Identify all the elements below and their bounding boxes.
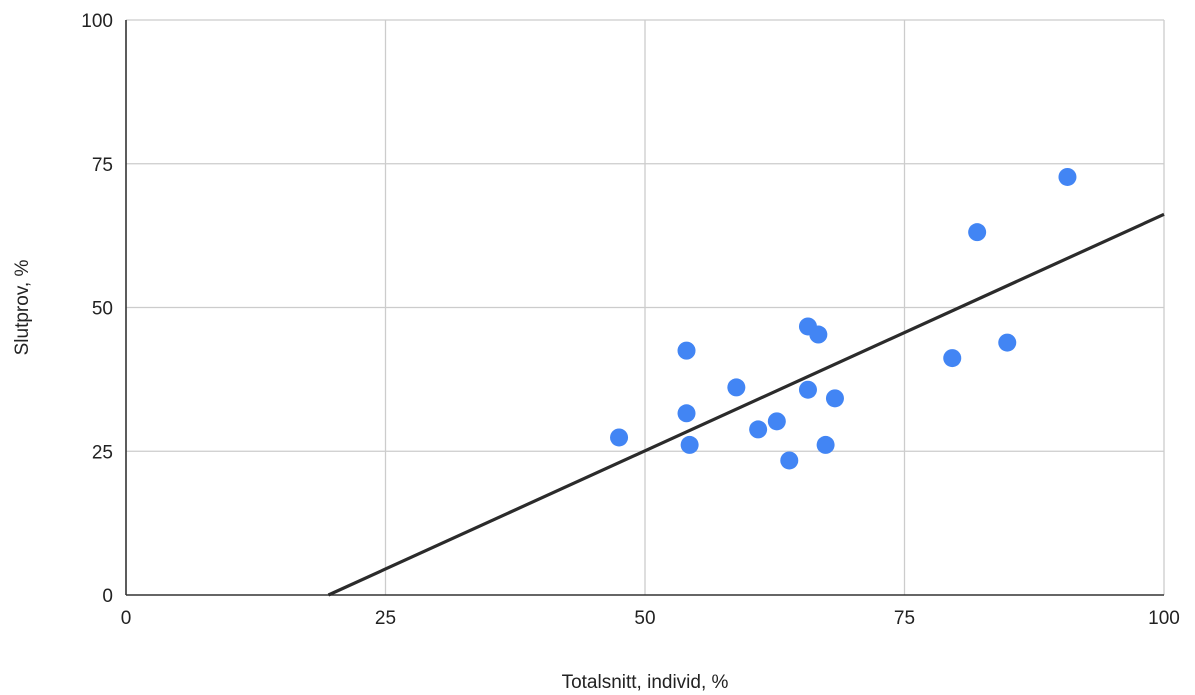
data-point: [680, 435, 699, 454]
data-point: [943, 349, 962, 368]
y-tick-label: 100: [81, 11, 113, 32]
data-point: [809, 325, 828, 344]
data-points: [610, 167, 1077, 470]
axes: [125, 20, 1164, 596]
y-tick-label: 50: [92, 299, 113, 320]
x-tick-label: 100: [1148, 608, 1180, 629]
data-point: [610, 428, 629, 447]
trendline-layer: [327, 212, 1165, 597]
x-axis-title: Totalsnitt, individ, %: [562, 672, 729, 693]
x-tick-label: 25: [375, 608, 396, 629]
trendline: [327, 212, 1165, 597]
x-tick-label: 50: [634, 608, 655, 629]
data-point: [968, 223, 987, 242]
y-axis-title: Slutprov, %: [12, 260, 33, 356]
data-point: [767, 412, 786, 431]
data-point: [677, 341, 696, 360]
data-point: [798, 380, 817, 399]
data-point: [780, 451, 799, 470]
y-tick-label: 75: [92, 155, 113, 176]
y-tick-label: 0: [102, 586, 113, 607]
data-point: [998, 333, 1017, 352]
data-point: [749, 420, 768, 439]
gridlines: [126, 19, 1165, 595]
data-point: [1058, 167, 1077, 186]
data-point: [727, 378, 746, 397]
tick-labels: 0 25 50 75 100 0 25 50 75 100: [81, 11, 1180, 629]
data-point: [677, 404, 696, 423]
x-tick-label: 75: [894, 608, 915, 629]
data-point: [816, 435, 835, 454]
data-point: [825, 389, 844, 408]
x-tick-label: 0: [121, 608, 132, 629]
y-tick-label: 25: [92, 442, 113, 463]
